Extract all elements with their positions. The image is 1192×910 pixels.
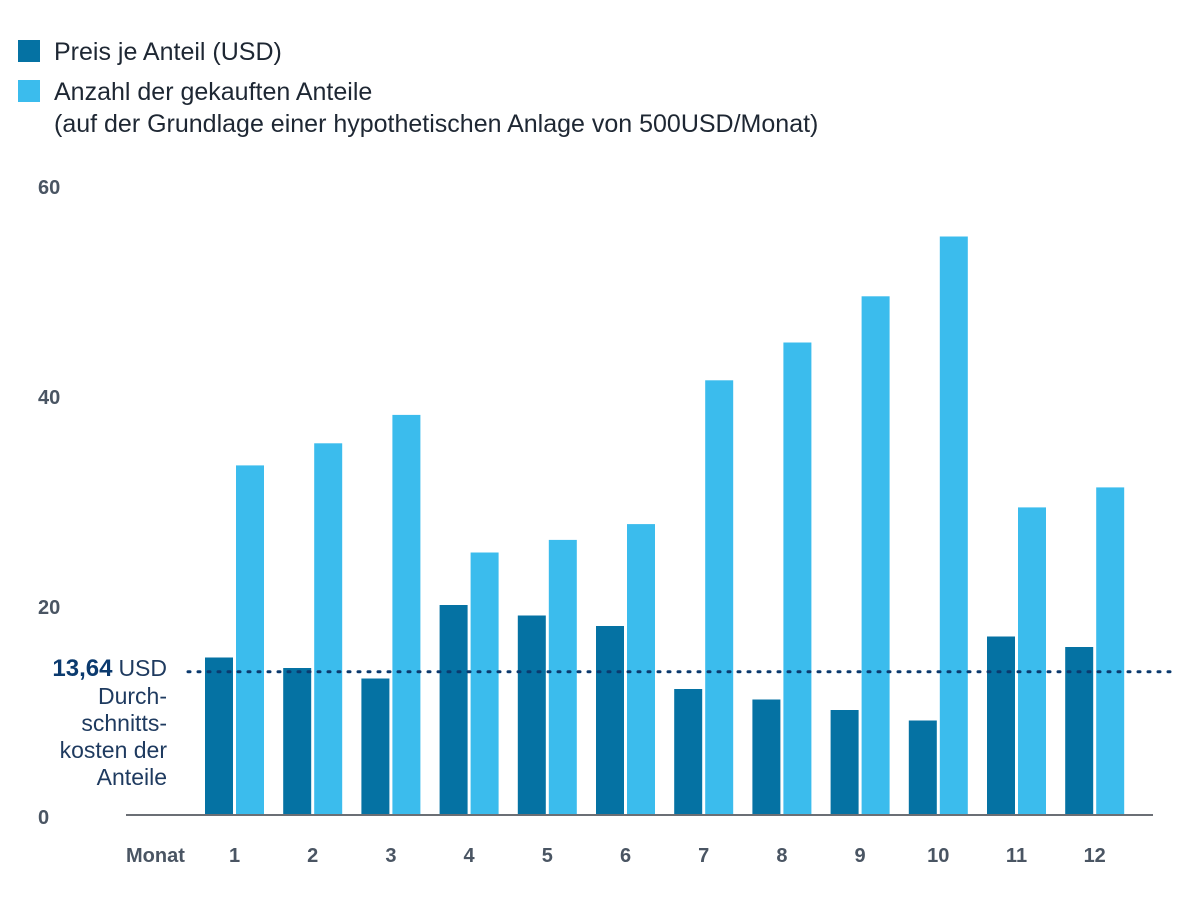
x-tick-label-10: 10 — [927, 845, 949, 867]
y-tick-60: 60 — [38, 177, 60, 199]
bar-shares-month-9 — [861, 296, 890, 815]
x-tick-label-3: 3 — [385, 845, 396, 867]
bar-price-month-1 — [205, 657, 233, 815]
bar-price-month-2 — [283, 668, 312, 815]
bar-shares-month-1 — [236, 465, 264, 815]
bar-price-month-11 — [987, 636, 1015, 815]
bar-price-month-12 — [1065, 647, 1094, 815]
x-tick-label-6: 6 — [620, 845, 631, 867]
average-value-label: 13,64 USD — [52, 655, 167, 682]
legend-label-price: Preis je Anteil (USD) — [54, 38, 282, 66]
average-unit: USD — [118, 655, 167, 681]
x-tick-label-9: 9 — [855, 845, 866, 867]
y-tick-40: 40 — [38, 387, 60, 409]
bar-price-month-3 — [361, 678, 390, 815]
x-tick-label-7: 7 — [698, 845, 709, 867]
average-annotation: 13,64 USD Durch- schnitts- kosten der Ant… — [52, 655, 167, 790]
bar-shares-month-5 — [548, 539, 577, 815]
legend-swatch-price — [18, 40, 40, 62]
y-tick-20: 20 — [38, 597, 60, 619]
x-tick-label-12: 12 — [1084, 845, 1106, 867]
bar-price-month-5 — [517, 615, 546, 815]
bar-shares-month-11 — [1018, 507, 1046, 815]
average-caption-line-2: schnitts- — [81, 710, 167, 736]
bar-shares-month-6 — [627, 524, 655, 815]
bar-shares-month-7 — [705, 380, 734, 815]
bar-price-month-9 — [830, 710, 859, 815]
x-axis-title: Monat — [126, 845, 185, 867]
bar-price-month-6 — [596, 626, 624, 815]
bar-price-month-10 — [908, 720, 937, 815]
bar-shares-month-3 — [392, 414, 421, 815]
bar-shares-month-2 — [314, 443, 343, 815]
legend-label-shares: Anzahl der gekauften Anteile — [54, 78, 372, 106]
legend-sublabel-shares: (auf der Grundlage einer hypothetischen … — [54, 110, 818, 138]
average-caption-line-1: Durch- — [98, 683, 167, 709]
x-tick-label-2: 2 — [307, 845, 318, 867]
x-axis-labels: 1 2 3 4 5 6 7 8 9 10 11 12 — [229, 845, 1106, 867]
x-tick-label-4: 4 — [464, 845, 476, 867]
bar-price-month-8 — [752, 699, 781, 815]
bar-shares-month-10 — [939, 236, 968, 815]
x-tick-label-1: 1 — [229, 845, 240, 867]
x-tick-label-5: 5 — [542, 845, 553, 867]
y-tick-0: 0 — [38, 807, 49, 829]
bar-price-month-7 — [674, 689, 703, 815]
x-tick-label-8: 8 — [776, 845, 787, 867]
bars — [205, 236, 1125, 815]
legend: Preis je Anteil (USD) Anzahl der gekauft… — [18, 38, 818, 138]
bar-shares-month-8 — [783, 342, 812, 815]
average-caption-line-4: Anteile — [97, 764, 167, 790]
legend-swatch-shares — [18, 80, 40, 102]
bar-price-month-4 — [439, 605, 468, 815]
bar-shares-month-12 — [1096, 487, 1125, 815]
bar-shares-month-4 — [470, 552, 499, 815]
average-value: 13,64 — [52, 655, 113, 682]
average-caption-line-3: kosten der — [60, 737, 168, 763]
y-axis-ticks: 60 40 20 0 — [38, 177, 60, 829]
x-tick-label-11: 11 — [1006, 845, 1027, 867]
